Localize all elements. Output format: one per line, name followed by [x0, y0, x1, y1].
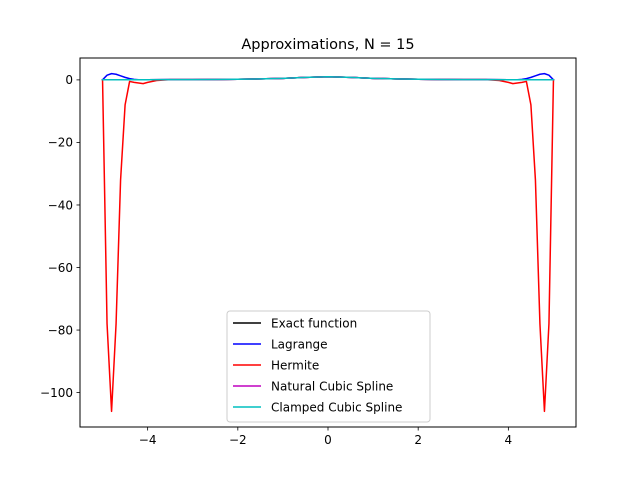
plot-area: −4 −2 0 2 4 0−20−40−60−80−100: [40, 57, 577, 447]
legend: Exact function Lagrange Hermite Natural Cub…: [226, 310, 431, 423]
x-tick-label: −2: [229, 433, 247, 447]
chart-title: Approximations, N = 15: [241, 37, 414, 53]
x-tick-label: −4: [139, 433, 157, 447]
y-tick-label: −40: [48, 198, 73, 212]
x-axis: −4 −2 0 2 4: [139, 427, 512, 447]
y-axis: 0 −20 −40 −60 −80 −100: [40, 73, 80, 400]
legend-label-1: Lagrange: [271, 337, 328, 351]
legend-box: [226, 310, 431, 423]
y-tick-label: −60: [48, 261, 73, 275]
series-line-4: [101, 76, 555, 81]
y-tick-label: −100: [40, 386, 73, 400]
x-tick-label: 0: [324, 433, 332, 447]
y-tick-label: 0: [65, 73, 73, 87]
series-group: [101, 72, 555, 413]
x-tick-label: 2: [414, 433, 422, 447]
legend-label-4: Clamped Cubic Spline: [271, 400, 402, 414]
y-tick-label: −80: [48, 323, 73, 337]
legend-label-0: Exact function: [271, 316, 357, 330]
x-tick-label: 4: [505, 433, 513, 447]
legend-label-3: Natural Cubic Spline: [271, 379, 393, 393]
y-tick-label: −20: [48, 136, 73, 150]
legend-label-2: Hermite: [271, 358, 319, 372]
